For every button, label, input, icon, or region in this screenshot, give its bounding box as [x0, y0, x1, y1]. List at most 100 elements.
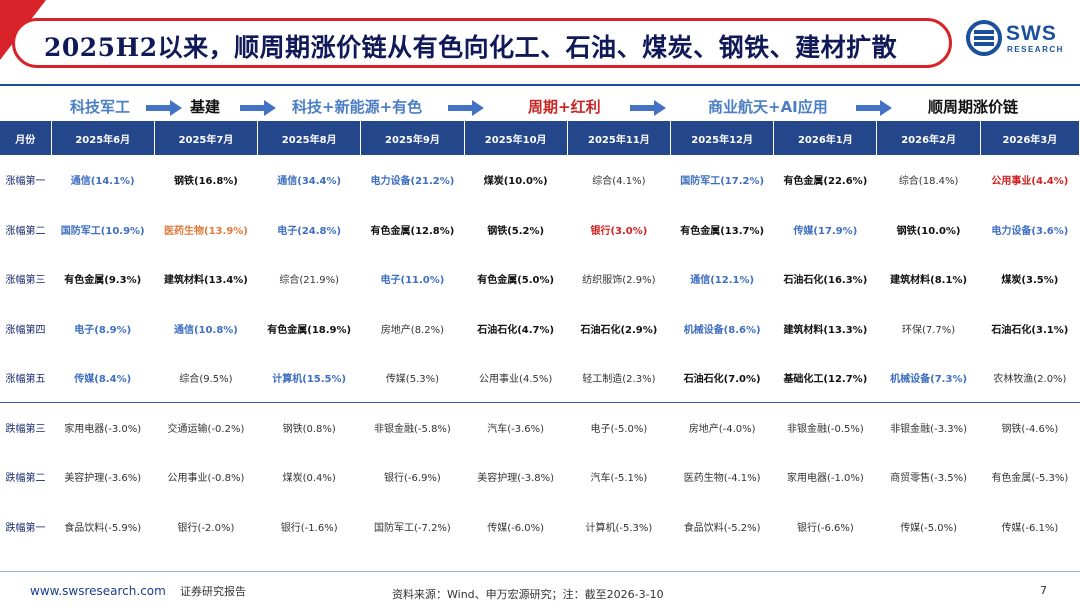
- rank-label: 涨幅第三: [5, 275, 46, 287]
- industry-cell: 环保(7.7%): [901, 324, 956, 336]
- industry-cell: 通信(34.4%): [277, 176, 342, 188]
- table-row: 涨幅第五 传媒(8.4%) 综合(9.5%) 计算机(15.5%) 传媒(5.3%) 公用…: [0, 353, 1080, 403]
- logo-subtitle: RESEARCH: [1007, 45, 1064, 54]
- industry-cell: 银行(-1.6%): [280, 522, 338, 534]
- industry-cell: 钢铁(0.8%): [282, 424, 336, 435]
- industry-cell: 食品饮料(-5.2%): [683, 522, 761, 534]
- arrow-right-icon: [630, 100, 666, 116]
- industry-cell: 综合(4.1%): [592, 176, 646, 188]
- table-row: 跌幅第一 食品饮料(-5.9%) 银行(-2.0%) 银行(-1.6%) 国防军工(-7…: [0, 502, 1080, 552]
- industry-cell: 电子(-5.0%): [590, 424, 648, 435]
- rank-label: 涨幅第二: [5, 225, 46, 237]
- industry-cell: 银行(3.0%): [590, 225, 648, 237]
- industry-cell: 电力设备(3.6%): [991, 225, 1069, 237]
- phase-label: 科技+新能源+有色: [292, 98, 423, 116]
- month-header: 2025年7月: [154, 121, 259, 155]
- industry-cell: 石油石化(7.0%): [670, 353, 774, 403]
- month-header: 2025年12月: [670, 121, 775, 155]
- logo-name: SWS: [1006, 22, 1057, 45]
- industry-cell: 传媒(-5.0%): [900, 522, 958, 534]
- title-bar: 2025H2以来，顺周期涨价链从有色向化工、石油、煤炭、钢铁、建材扩散 SWS …: [0, 0, 1080, 80]
- industry-cell: 钢铁(10.0%): [896, 225, 961, 237]
- industry-cell: 传媒(17.9%): [793, 225, 858, 237]
- industry-cell: 公用事业(4.5%): [464, 353, 568, 403]
- table-header-row: 月份 2025年6月 2025年7月 2025年8月 2025年9月 2025年…: [0, 121, 1080, 155]
- rank-label: 跌幅第一: [5, 522, 46, 534]
- industry-cell: 美容护理(-3.6%): [64, 473, 142, 485]
- sws-logo: SWS RESEARCH: [966, 20, 1072, 56]
- industry-cell: 石油石化(4.7%): [477, 324, 555, 336]
- industry-cell: 有色金属(-5.3%): [991, 473, 1069, 485]
- industry-cell: 电子(24.8%): [277, 225, 342, 237]
- arrow-right-icon: [240, 100, 276, 116]
- industry-cell: 传媒(-6.1%): [1001, 522, 1059, 534]
- industry-cell: 交通运输(-0.2%): [167, 424, 245, 435]
- industry-cell: 电子(11.0%): [380, 275, 445, 287]
- industry-cell: 石油石化(16.3%): [783, 275, 868, 287]
- phase-label: 周期+红利: [528, 98, 601, 116]
- industry-cell: 钢铁(-4.6%): [1001, 424, 1059, 435]
- table-row: 涨幅第二 国防军工(10.9%) 医药生物(13.9%) 电子(24.8%) 有色金属(…: [0, 205, 1080, 255]
- industry-cell: 电力设备(21.2%): [370, 176, 455, 188]
- rank-label: 涨幅第四: [5, 324, 46, 336]
- title-divider: [0, 84, 1080, 86]
- industry-cell: 石油石化(2.9%): [580, 324, 658, 336]
- industry-cell: 通信(12.1%): [690, 275, 755, 287]
- industry-cell: 钢铁(5.2%): [487, 225, 545, 237]
- industry-cell: 公用事业(-0.8%): [167, 473, 245, 485]
- month-header: 2025年9月: [360, 121, 465, 155]
- industry-cell: 房地产(8.2%): [380, 324, 445, 336]
- industry-cell: 非银金融(-3.3%): [890, 424, 968, 435]
- month-header-label: 月份: [0, 121, 52, 155]
- industry-cell: 建筑材料(8.1%): [890, 275, 968, 287]
- industry-cell: 汽车(-3.6%): [487, 424, 545, 435]
- industry-cell: 传媒(5.3%): [360, 353, 465, 403]
- industry-cell: 有色金属(22.6%): [783, 176, 868, 188]
- industry-cell: 汽车(-5.1%): [590, 473, 648, 485]
- industry-cell: 煤炭(3.5%): [1001, 275, 1059, 287]
- arrow-right-icon: [448, 100, 484, 116]
- industry-cell: 房地产(-4.0%): [688, 424, 756, 435]
- industry-cell: 通信(10.8%): [174, 324, 238, 336]
- rank-label: 跌幅第二: [5, 473, 46, 485]
- month-header: 2025年11月: [567, 121, 672, 155]
- footer-report-type: 证券研究报告: [180, 585, 246, 598]
- arrow-right-icon: [146, 100, 182, 116]
- sws-logo-icon: [966, 20, 1002, 56]
- industry-cell: 国防军工(10.9%): [60, 225, 145, 237]
- phase-label: 基建: [190, 98, 221, 116]
- industry-cell: 石油石化(3.1%): [991, 324, 1069, 336]
- industry-ranking-table: 月份 2025年6月 2025年7月 2025年8月 2025年9月 2025年…: [0, 121, 1080, 551]
- title-frame: [12, 18, 952, 68]
- industry-cell: 有色金属(5.0%): [477, 275, 555, 287]
- month-header: 2025年8月: [257, 121, 362, 155]
- industry-cell: 综合(9.5%): [154, 353, 258, 403]
- industry-cell: 计算机(15.5%): [257, 353, 361, 403]
- table-row: 跌幅第二 美容护理(-3.6%) 公用事业(-0.8%) 煤炭(0.4%) 银行(-6.…: [0, 452, 1080, 502]
- phase-label: 顺周期涨价链: [928, 98, 1019, 116]
- page-title: 2025H2以来，顺周期涨价链从有色向化工、石油、煤炭、钢铁、建材扩散: [44, 33, 898, 62]
- footer-website-link[interactable]: www.swsresearch.com: [30, 584, 166, 598]
- rank-label: 涨幅第五: [0, 353, 52, 403]
- industry-cell: 煤炭(0.4%): [282, 473, 336, 485]
- industry-cell: 机械设备(8.6%): [683, 324, 761, 336]
- industry-cell: 综合(21.9%): [279, 275, 339, 287]
- industry-cell: 有色金属(9.3%): [64, 275, 142, 287]
- table-row: 跌幅第三 家用电器(-3.0%) 交通运输(-0.2%) 钢铁(0.8%) 非银金融(-…: [0, 403, 1080, 453]
- industry-cell: 家用电器(-3.0%): [64, 424, 142, 435]
- industry-cell: 基础化工(12.7%): [773, 353, 877, 403]
- industry-cell: 农林牧渔(2.0%): [980, 353, 1080, 403]
- industry-cell: 有色金属(13.7%): [680, 225, 765, 237]
- month-header: 2025年10月: [464, 121, 568, 155]
- phase-label: 科技军工: [70, 98, 131, 116]
- industry-cell: 家用电器(-1.0%): [786, 473, 864, 485]
- phase-timeline: 科技军工 基建 科技+新能源+有色 周期+红利 商业航天+AI应用 顺周期涨价链: [0, 96, 1080, 120]
- page-number: 7: [1040, 584, 1047, 597]
- industry-cell: 煤炭(10.0%): [483, 176, 548, 188]
- footer-source-note: 资料来源：Wind、申万宏源研究；注：截至2026-3-10: [392, 588, 664, 601]
- industry-cell: 机械设备(7.3%): [876, 353, 981, 403]
- industry-cell: 计算机(-5.3%): [585, 522, 653, 534]
- month-header: 2026年2月: [876, 121, 981, 155]
- rank-label: 涨幅第一: [5, 176, 46, 188]
- industry-cell: 银行(-2.0%): [177, 522, 235, 534]
